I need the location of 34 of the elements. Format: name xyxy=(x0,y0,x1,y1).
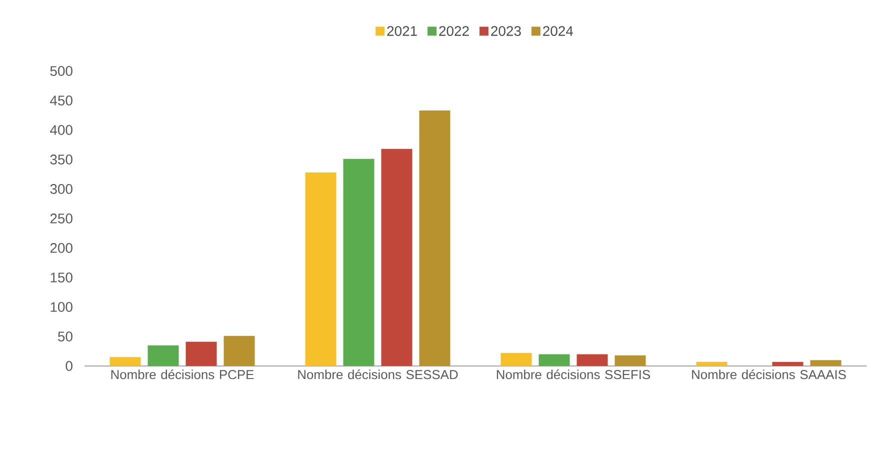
legend-label: 2021 xyxy=(387,26,417,36)
x-tick-label: Nombre décisions SESSAD xyxy=(298,370,458,380)
bar xyxy=(696,362,728,366)
y-tick-label: 50 xyxy=(58,332,72,342)
bar xyxy=(305,172,336,366)
y-tick-label: 200 xyxy=(50,243,72,253)
legend-label: 2023 xyxy=(491,26,521,36)
bar xyxy=(772,362,804,366)
legend-label: 2022 xyxy=(439,26,469,36)
y-tick-label: 300 xyxy=(50,184,72,194)
bar xyxy=(576,354,608,366)
y-tick-label: 500 xyxy=(50,66,72,76)
x-tick-label: Nombre décisions PCPE xyxy=(111,370,254,380)
bar xyxy=(110,357,141,366)
y-tick-label: 400 xyxy=(50,125,72,135)
bar xyxy=(186,342,217,366)
bar xyxy=(810,360,842,366)
legend-label: 2024 xyxy=(543,26,574,36)
x-tick-label: Nombre décisions SSEFIS xyxy=(496,370,650,380)
bar xyxy=(500,353,532,366)
bar xyxy=(419,110,450,366)
y-tick-label: 250 xyxy=(50,214,72,224)
y-tick-label: 450 xyxy=(50,96,72,106)
y-tick-label: 0 xyxy=(66,361,72,371)
bar xyxy=(224,336,255,366)
bar xyxy=(538,354,570,366)
bar xyxy=(614,355,646,366)
y-tick-label: 100 xyxy=(50,302,72,312)
bar xyxy=(343,158,374,366)
y-tick-label: 150 xyxy=(50,272,72,282)
x-tick-label: Nombre décisions SAAAIS xyxy=(692,370,846,380)
bar xyxy=(381,148,412,366)
bar xyxy=(148,345,179,366)
y-tick-label: 350 xyxy=(50,154,72,164)
